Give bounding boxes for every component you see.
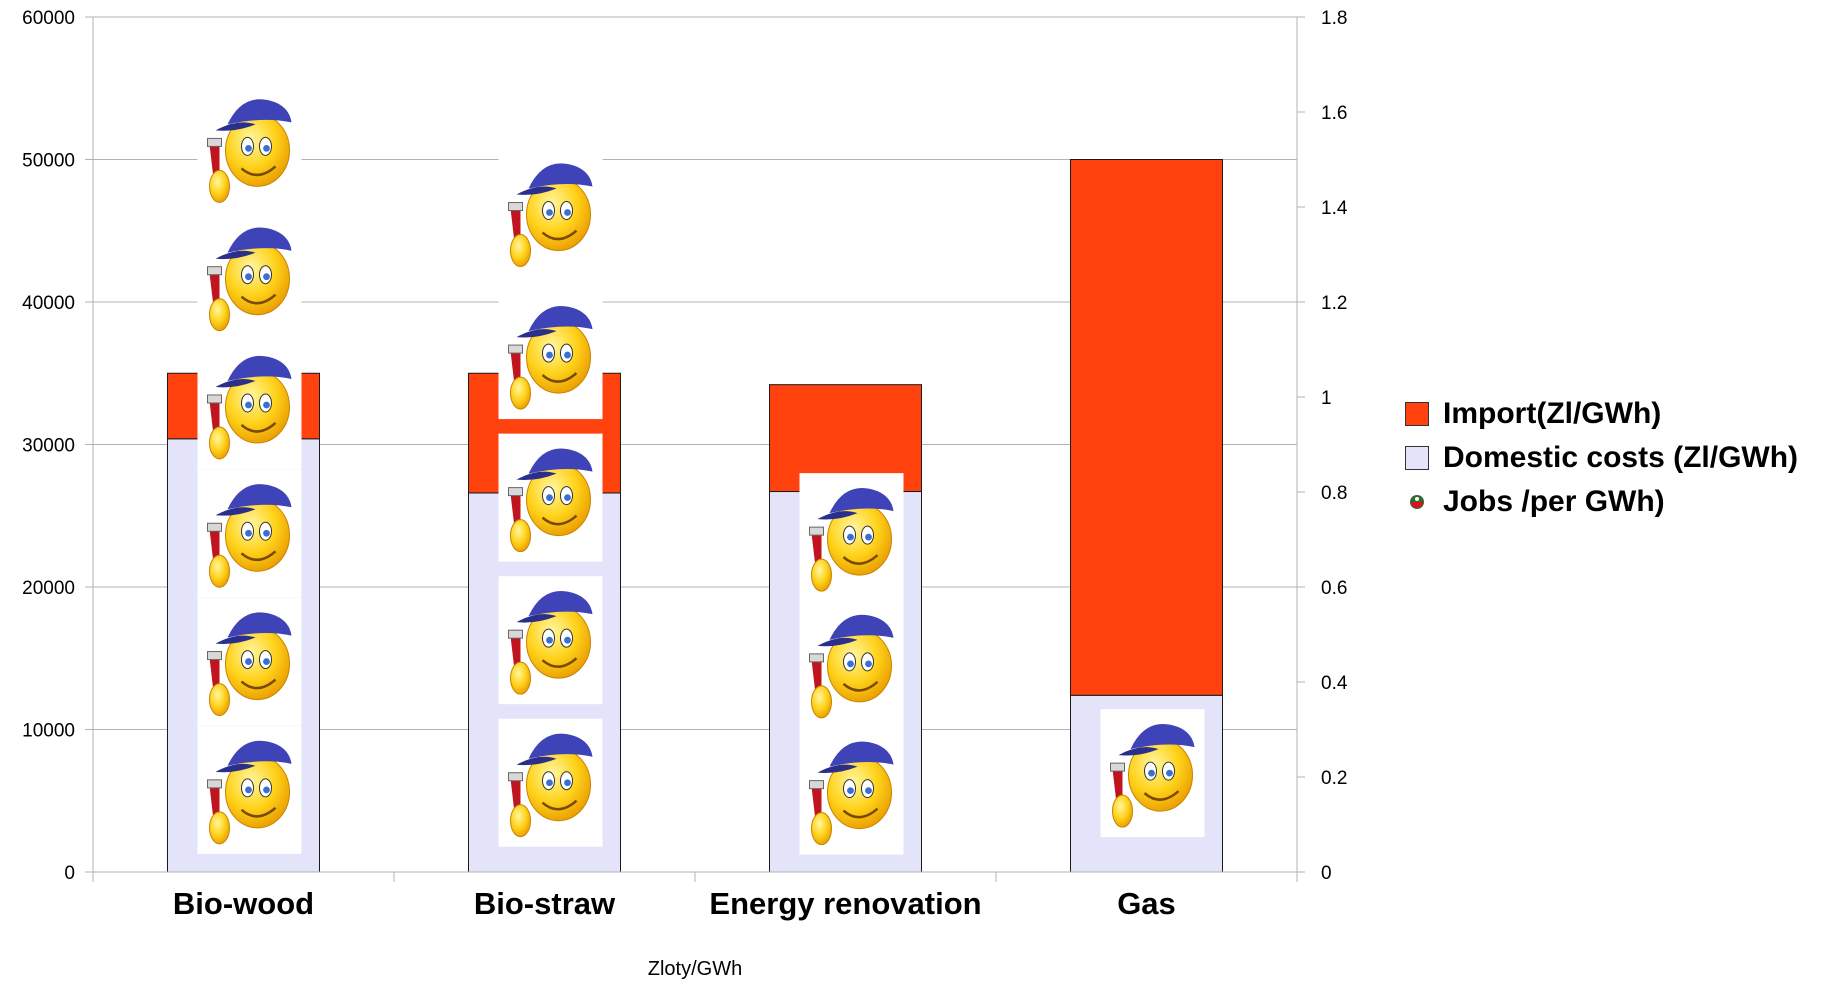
right-axis-tick-label: 0	[1321, 863, 1332, 884]
legend: Import(Zl/GWh) Domestic costs (Zl/GWh) J…	[1405, 392, 1798, 524]
right-axis-tick-label: 0.4	[1321, 673, 1348, 694]
smiley-worker-icon	[198, 726, 302, 854]
legend-label-domestic: Domestic costs (Zl/GWh)	[1443, 441, 1798, 475]
legend-item-domestic: Domestic costs (Zl/GWh)	[1405, 436, 1798, 480]
left-axis-tick-label: 60000	[22, 8, 75, 29]
smiley-worker-icon	[800, 473, 904, 601]
x-category-label: Bio-wood	[173, 886, 314, 921]
left-axis-tick-label: 10000	[22, 721, 75, 742]
left-axis-tick-label: 50000	[22, 151, 75, 172]
left-axis-tick-label: 20000	[22, 578, 75, 599]
smiley-marker-icon	[1405, 490, 1429, 514]
smiley-worker-icon	[198, 598, 302, 726]
legend-item-import: Import(Zl/GWh)	[1405, 392, 1798, 436]
left-axis-tick-label: 30000	[22, 436, 75, 457]
smiley-worker-icon	[499, 719, 603, 847]
x-category-label: Energy renovation	[709, 886, 981, 921]
x-axis-title: Zloty/GWh	[648, 958, 742, 980]
smiley-worker-icon	[198, 341, 302, 469]
left-axis-tick-label: 40000	[22, 293, 75, 314]
right-axis-tick-label: 1	[1321, 388, 1332, 409]
x-category-label: Bio-straw	[474, 886, 616, 921]
smiley-worker-icon	[198, 469, 302, 597]
right-axis-tick-label: 0.2	[1321, 768, 1347, 789]
legend-swatch-import	[1405, 402, 1429, 426]
left-axis-tick-label: 0	[64, 863, 75, 884]
right-axis-tick-label: 1.8	[1321, 8, 1347, 29]
right-axis-tick-label: 0.6	[1321, 578, 1347, 599]
smiley-worker-icon	[198, 84, 302, 212]
smiley-worker-icon	[499, 434, 603, 562]
bar-import	[1071, 160, 1223, 696]
right-axis-tick-label: 1.6	[1321, 103, 1347, 124]
smiley-worker-icon	[1101, 709, 1205, 837]
right-axis-tick-label: 1.2	[1321, 293, 1347, 314]
smiley-worker-icon	[499, 291, 603, 419]
smiley-worker-icon	[800, 600, 904, 728]
right-axis-tick-label: 1.4	[1321, 198, 1348, 219]
x-category-label: Gas	[1117, 886, 1176, 921]
legend-swatch-domestic	[1405, 446, 1429, 470]
smiley-worker-icon	[499, 576, 603, 704]
right-axis-tick-label: 0.8	[1321, 483, 1347, 504]
smiley-worker-icon	[198, 213, 302, 341]
smiley-worker-icon	[499, 149, 603, 277]
smiley-worker-icon	[800, 727, 904, 855]
legend-label-import: Import(Zl/GWh)	[1443, 397, 1661, 431]
legend-label-jobs: Jobs /per GWh)	[1443, 485, 1665, 519]
legend-item-jobs: Jobs /per GWh)	[1405, 480, 1798, 524]
